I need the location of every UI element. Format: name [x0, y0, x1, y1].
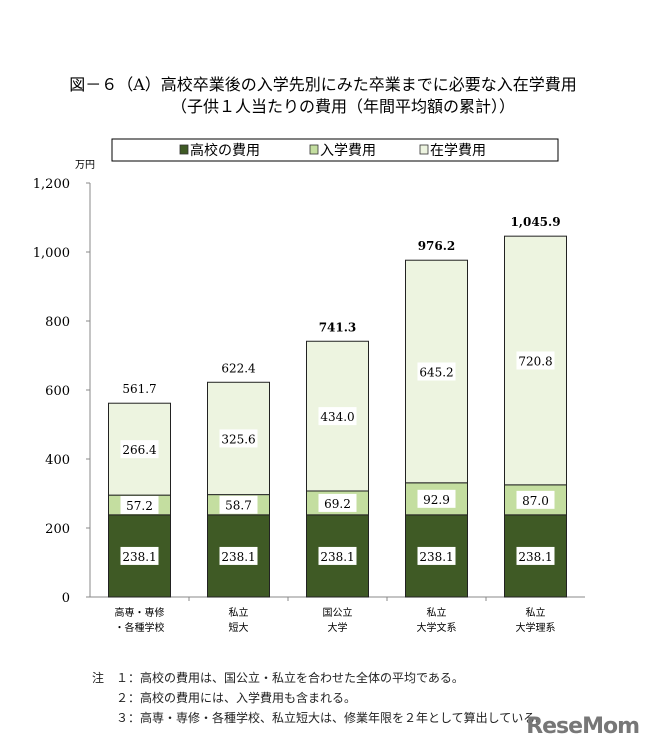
y-tick-label: 1,000 — [33, 246, 70, 261]
data-label: 57.2 — [126, 499, 153, 513]
data-label-bg — [120, 440, 159, 459]
legend-swatch — [179, 144, 189, 155]
x-tick-label: 短大 — [229, 621, 249, 634]
data-label: 238.1 — [320, 550, 354, 564]
data-label: 720.8 — [518, 355, 552, 369]
x-tick-label: 国公立 — [323, 606, 353, 619]
data-label: 645.2 — [419, 366, 453, 380]
note-1: 注 １：高校の費用は、国公立・私立を合わせた全体の平均である。 — [92, 671, 464, 685]
data-label-bg — [318, 493, 357, 512]
total-label: 561.7 — [122, 382, 156, 396]
y-tick-label: 1,200 — [33, 177, 70, 192]
data-label: 434.0 — [320, 410, 354, 424]
data-label-bg — [417, 489, 456, 508]
data-label: 325.6 — [221, 432, 255, 446]
legend-label: 入学費用 — [320, 143, 376, 159]
legend-label: 在学費用 — [430, 143, 486, 159]
data-label-bg — [219, 495, 258, 514]
data-label: 238.1 — [419, 550, 453, 564]
chart-title: 図－６（A）高校卒業後の入学先別にみた卒業までに必要な入在学費用 — [69, 75, 577, 94]
x-tick-label: 私立 — [427, 606, 447, 619]
y-tick-label: 600 — [45, 384, 70, 399]
data-label-bg — [516, 351, 555, 370]
data-label-bg — [219, 429, 258, 448]
y-axis-unit: 万円 — [75, 160, 95, 171]
data-label-bg — [417, 546, 456, 565]
data-label: 238.1 — [221, 550, 255, 564]
x-tick-label: 私立 — [229, 606, 249, 619]
total-label: 741.3 — [319, 320, 357, 334]
data-label-bg — [318, 407, 357, 426]
data-label-bg — [417, 362, 456, 381]
watermark-logo: ReseMom — [526, 714, 640, 739]
data-label-bg — [516, 490, 555, 509]
x-tick-label: 大学文系 — [417, 621, 457, 634]
y-tick-label: 400 — [45, 453, 70, 468]
data-label: 69.2 — [324, 497, 351, 511]
note-3: ３：高専・専修・各種学校、私立短大は、修業年限を２年として算出している。 — [92, 711, 548, 725]
legend-swatch — [419, 144, 429, 155]
chart-subtitle: （子供１人当たりの費用（年間平均額の累計）） — [171, 97, 515, 116]
x-tick-label: 大学 — [328, 621, 348, 634]
data-label: 238.1 — [518, 550, 552, 564]
note-2: ２：高校の費用には、入学費用も含まれる。 — [92, 691, 357, 705]
bar-segment — [405, 514, 468, 598]
x-tick-label: 大学理系 — [516, 621, 556, 634]
legend-label: 高校の費用 — [190, 142, 260, 159]
y-tick-label: 0 — [62, 591, 70, 606]
data-label: 58.7 — [225, 499, 252, 513]
data-label: 92.9 — [423, 493, 450, 507]
y-tick-label: 200 — [45, 522, 70, 537]
data-label-bg — [219, 546, 258, 565]
total-label: 976.2 — [418, 239, 456, 253]
total-label: 622.4 — [221, 361, 256, 375]
bar-segment — [504, 514, 567, 598]
data-label-bg — [120, 495, 159, 514]
data-label: 87.0 — [522, 494, 549, 508]
notes: 注 １：高校の費用は、国公立・私立を合わせた全体の平均である。 ２：高校の費用に… — [92, 668, 547, 728]
x-tick-label: 私立 — [526, 606, 546, 619]
legend-box — [111, 138, 559, 162]
data-label: 266.4 — [122, 443, 157, 457]
x-tick-label: ・各種学校 — [115, 621, 165, 634]
y-tick-label: 800 — [45, 315, 70, 330]
total-label: 1,045.9 — [510, 215, 560, 229]
x-tick-label: 高専・専修 — [115, 606, 165, 619]
legend-swatch — [309, 144, 319, 155]
data-label-bg — [516, 546, 555, 565]
data-label: 238.1 — [122, 550, 156, 564]
data-label-bg — [120, 546, 159, 565]
data-label-bg — [318, 546, 357, 565]
